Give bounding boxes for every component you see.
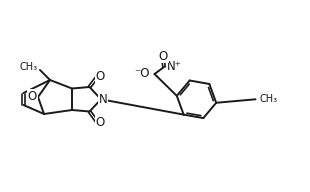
Text: O: O xyxy=(28,90,37,103)
Text: CH₃: CH₃ xyxy=(259,94,278,104)
Text: N: N xyxy=(99,93,108,106)
Text: CH₃: CH₃ xyxy=(20,63,38,73)
Text: ⁻O: ⁻O xyxy=(134,67,149,80)
Text: O: O xyxy=(96,70,105,83)
Text: N⁺: N⁺ xyxy=(166,60,181,73)
Text: O: O xyxy=(159,50,168,63)
Text: O: O xyxy=(96,116,105,129)
